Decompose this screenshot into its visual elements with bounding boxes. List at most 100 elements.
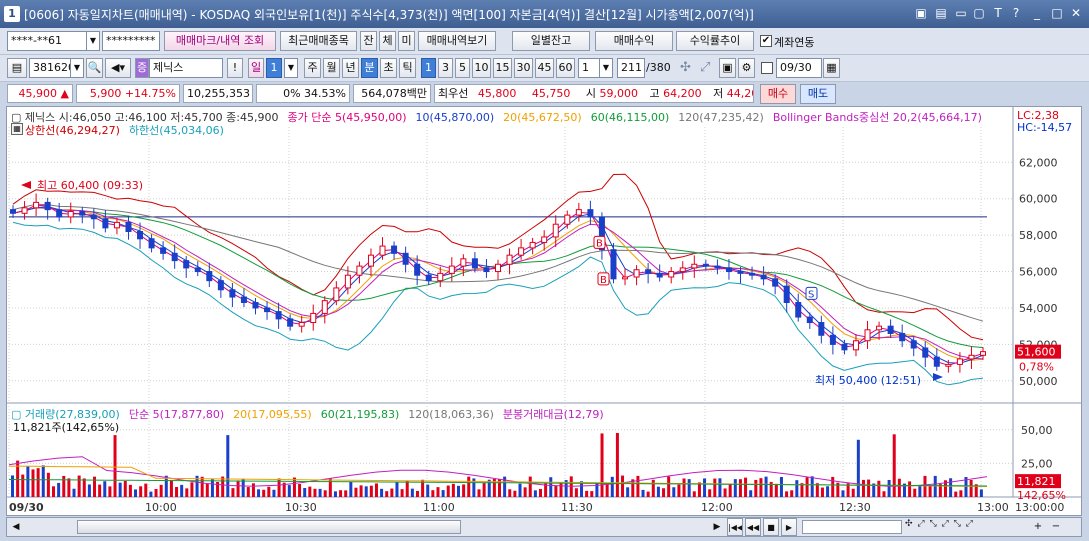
- date-checkbox[interactable]: [761, 62, 773, 74]
- trade-mark: [805, 286, 818, 300]
- alert-icon[interactable]: !: [227, 58, 243, 78]
- volume-bar: [369, 485, 373, 497]
- trade-mark-label: B: [600, 275, 607, 286]
- volume-bar: [333, 491, 337, 497]
- daily-balance-button[interactable]: 일별잔고: [512, 31, 590, 51]
- sell-button[interactable]: 매도: [800, 84, 836, 104]
- candle-body: [945, 363, 952, 367]
- trade-profit-button[interactable]: 매매수익: [595, 31, 673, 51]
- volume-bar: [815, 483, 819, 497]
- period-day-num[interactable]: 1: [266, 58, 282, 78]
- stock-name-field[interactable]: 제닉스: [149, 58, 223, 78]
- candle-body: [749, 272, 756, 276]
- speaker-icon[interactable]: ◀▾: [105, 58, 131, 78]
- settings-icon[interactable]: ⚙: [738, 58, 755, 78]
- account-input[interactable]: ****-**61: [7, 31, 87, 51]
- candle-body: [760, 274, 767, 280]
- candle-body: [44, 201, 51, 211]
- volume-bar: [456, 485, 460, 497]
- window-icon[interactable]: ▤: [7, 58, 27, 78]
- first-icon[interactable]: |◀◀: [727, 518, 743, 536]
- period-button[interactable]: 분: [361, 58, 378, 78]
- minute-button[interactable]: 5: [455, 58, 470, 78]
- zoom-in-icon[interactable]: +: [1033, 521, 1043, 532]
- minute-button[interactable]: 10: [472, 58, 491, 78]
- buy-button[interactable]: 매수: [760, 84, 796, 104]
- minute-button[interactable]: 60: [556, 58, 575, 78]
- balance-button[interactable]: 잔: [360, 31, 377, 51]
- chart-scrollbar[interactable]: ◀ ▶ |◀◀ ◀◀ ■ ▶ ✣ ⤢ ⤡ ⤢ ⤡ ⤢ + −: [6, 517, 1082, 537]
- font-icon[interactable]: T: [994, 6, 1002, 20]
- link-icon[interactable]: ▤: [935, 6, 947, 20]
- minimize-window-icon[interactable]: _: [1034, 6, 1040, 20]
- trend-tool-icon[interactable]: ⤢: [700, 60, 711, 75]
- volume-bar: [723, 488, 727, 497]
- volume-field: 10,255,353: [183, 84, 253, 103]
- minute-button[interactable]: 15: [493, 58, 512, 78]
- stock-code-input[interactable]: 381620: [29, 58, 71, 78]
- recent-trades-button[interactable]: 최근매매종목: [280, 31, 357, 51]
- help-icon[interactable]: ?: [1012, 6, 1020, 20]
- candle-body: [425, 274, 432, 282]
- count-input[interactable]: 1: [578, 58, 600, 78]
- candle-body: [367, 254, 374, 267]
- restore-icon[interactable]: ▢: [973, 6, 985, 20]
- trade-history-button[interactable]: 매매내역보기: [418, 31, 496, 51]
- maximize-window-icon[interactable]: □: [1051, 6, 1063, 20]
- minute-button[interactable]: 30: [514, 58, 533, 78]
- period-button[interactable]: 틱: [399, 58, 416, 78]
- save-icon[interactable]: ▣: [719, 58, 736, 78]
- trade-mark-query-button[interactable]: 매매마크/내역 조회: [164, 31, 276, 51]
- period-button[interactable]: 월: [323, 58, 340, 78]
- calendar-small-icon[interactable]: ▦: [11, 123, 23, 135]
- candle-body: [829, 334, 836, 345]
- zoom-out-icon[interactable]: −: [1051, 521, 1061, 532]
- scroll-right-icon[interactable]: ▶: [713, 522, 721, 532]
- unexecuted-button[interactable]: 미: [398, 31, 415, 51]
- crosshair-icon[interactable]: ✣: [680, 60, 691, 75]
- stock-code-dropdown-icon[interactable]: ▼: [70, 58, 84, 78]
- period-dropdown-icon[interactable]: ▼: [284, 58, 298, 78]
- candle-body: [460, 258, 467, 267]
- executed-button[interactable]: 체: [379, 31, 396, 51]
- minute-button[interactable]: 3: [438, 58, 453, 78]
- rewind-icon[interactable]: ◀◀: [745, 518, 761, 536]
- candle-body: [783, 285, 790, 304]
- password-input[interactable]: *********: [102, 31, 160, 51]
- search-icon[interactable]: 🔍: [86, 58, 103, 78]
- yield-trend-button[interactable]: 수익률추이: [676, 31, 754, 51]
- paging-input[interactable]: 211: [617, 58, 645, 78]
- calendar-icon[interactable]: ▦: [823, 58, 840, 78]
- minimize-icon[interactable]: ▭: [955, 6, 967, 20]
- volume-bar: [175, 487, 179, 497]
- candle-body: [980, 351, 986, 356]
- stop-icon[interactable]: ■: [763, 518, 779, 536]
- scroll-thumb[interactable]: [77, 520, 461, 534]
- pin-icon[interactable]: ▣: [915, 6, 927, 20]
- candle-body: [702, 263, 709, 267]
- period-button[interactable]: 년: [342, 58, 359, 78]
- period-day-button[interactable]: 일: [248, 58, 264, 78]
- minute-button[interactable]: 1: [421, 58, 436, 78]
- date-input[interactable]: 09/30: [776, 58, 822, 78]
- volume-bar: [805, 477, 809, 497]
- volume-bar: [651, 479, 655, 497]
- chart-svg[interactable]: 62,00060,00058,00056,00054,00052,00050,0…: [7, 107, 1081, 515]
- scroll-left-icon[interactable]: ◀: [12, 522, 20, 532]
- zoom-icons[interactable]: ✣ ⤢ ⤡ ⤢ ⤡ ⤢: [905, 519, 974, 529]
- account-dropdown-icon[interactable]: ▼: [86, 31, 100, 51]
- period-button[interactable]: 주: [304, 58, 321, 78]
- volume-bar: [974, 484, 978, 497]
- play-icon[interactable]: ▶: [781, 518, 797, 536]
- volume-bar: [692, 491, 696, 497]
- count-dropdown-icon[interactable]: ▼: [599, 58, 613, 78]
- minute-button[interactable]: 45: [535, 58, 554, 78]
- zoom-slider[interactable]: [802, 520, 902, 534]
- close-icon[interactable]: ✕: [1070, 6, 1082, 20]
- legend-entry: Bollinger Bands중심선 20,2(45,664,17): [772, 111, 982, 124]
- candle-body: [229, 289, 236, 298]
- chart-area[interactable]: 62,00060,00058,00056,00054,00052,00050,0…: [6, 106, 1082, 516]
- period-button[interactable]: 초: [380, 58, 397, 78]
- account-link-checkbox[interactable]: ✔: [760, 35, 772, 47]
- volume-bar: [867, 479, 871, 497]
